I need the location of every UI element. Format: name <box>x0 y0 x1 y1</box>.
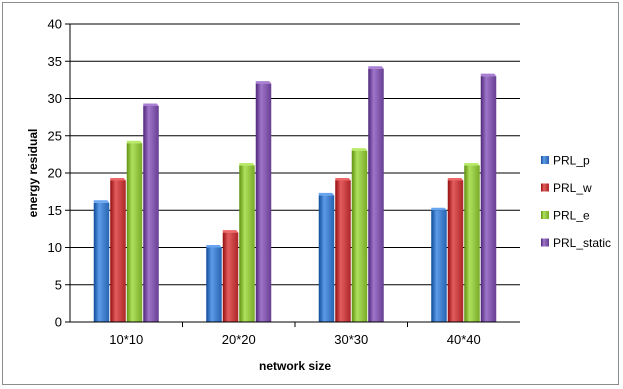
axes <box>69 24 520 327</box>
x-axis-title: network size <box>259 359 331 373</box>
bar-top <box>143 103 159 106</box>
bar-prl-p-0 <box>93 200 110 322</box>
bar-top <box>318 192 335 196</box>
bar-prl-e-0 <box>126 140 143 322</box>
bar-body <box>480 76 497 323</box>
bar-body <box>222 232 239 322</box>
bar-body <box>351 150 368 322</box>
bar-top <box>464 163 480 166</box>
y-tick-label: 25 <box>48 128 62 143</box>
legend-item-prl-p: PRL_p <box>541 154 590 168</box>
bar-body <box>464 165 480 322</box>
bar-prl-w-1 <box>222 230 239 322</box>
y-tick-label: 15 <box>48 203 62 218</box>
bar-top <box>480 73 497 77</box>
bar-prl-p-1 <box>206 245 222 322</box>
bar-body <box>255 83 272 322</box>
bar-top <box>368 66 384 69</box>
y-tick-label: 40 <box>48 17 62 32</box>
bar-body <box>93 202 110 322</box>
bar-prl-e-2 <box>351 148 368 322</box>
bar-prl-w-3 <box>447 177 464 322</box>
bar-prl-p-2 <box>318 192 335 322</box>
bar-body <box>143 105 159 322</box>
y-axis-title: energy residual <box>26 129 40 218</box>
bar-top <box>431 207 447 211</box>
bar-top <box>255 81 272 84</box>
x-tick-label: 40*40 <box>447 332 481 347</box>
legend-item-prl-w: PRL_w <box>541 181 592 195</box>
y-tick-label: 10 <box>48 240 62 255</box>
legend-swatch <box>541 238 549 247</box>
bar-top <box>447 177 464 181</box>
legend-swatch <box>541 183 549 192</box>
legend-swatch <box>541 211 549 219</box>
legend-label: PRL_static <box>553 236 611 250</box>
bar-body <box>431 210 447 322</box>
bar-body <box>318 195 335 322</box>
bar-body <box>126 143 143 322</box>
bar-prl-static-1 <box>255 81 272 322</box>
bar-body <box>447 180 464 322</box>
x-tick-label: 20*20 <box>222 332 256 347</box>
bars <box>93 66 497 323</box>
bar-body <box>368 68 384 322</box>
legend-item-prl-e: PRL_e <box>541 209 590 223</box>
bar-prl-e-3 <box>464 163 480 322</box>
bar-prl-e-1 <box>239 163 255 322</box>
bar-prl-static-0 <box>143 103 159 322</box>
bar-body <box>239 165 255 322</box>
bar-top <box>222 230 239 233</box>
y-tick-label: 35 <box>48 54 62 69</box>
y-tick-label: 5 <box>55 277 62 292</box>
legend: PRL_p PRL_w PRL_e PRL_static <box>541 154 611 250</box>
legend-label: PRL_w <box>553 181 592 195</box>
y-tick-label: 20 <box>48 166 62 181</box>
x-tick-labels: 10*10 20*20 30*30 40*40 <box>109 332 480 347</box>
bar-top <box>110 177 126 181</box>
bar-prl-static-2 <box>368 66 384 322</box>
bar-top <box>351 148 368 151</box>
y-tick-labels: 0 5 10 15 20 25 30 35 40 <box>48 17 62 330</box>
bar-body <box>206 247 222 322</box>
bar-body <box>110 180 126 322</box>
x-tick-label: 30*30 <box>334 332 368 347</box>
bar-prl-static-3 <box>480 73 497 323</box>
x-tick-label: 10*10 <box>109 332 143 347</box>
y-tick-label: 30 <box>48 91 62 106</box>
bar-top <box>335 177 351 181</box>
legend-swatch <box>541 156 549 164</box>
bar-prl-w-0 <box>110 177 126 322</box>
legend-label: PRL_p <box>553 154 590 168</box>
bar-prl-w-2 <box>335 177 351 322</box>
bar-top <box>126 140 143 144</box>
legend-label: PRL_e <box>553 209 590 223</box>
legend-item-prl-static: PRL_static <box>541 236 611 250</box>
y-tick-label: 0 <box>55 315 62 330</box>
bar-top <box>93 200 110 203</box>
bar-top <box>206 245 222 248</box>
bar-top <box>239 163 255 166</box>
bar-prl-p-3 <box>431 207 447 322</box>
bar-body <box>335 180 351 322</box>
